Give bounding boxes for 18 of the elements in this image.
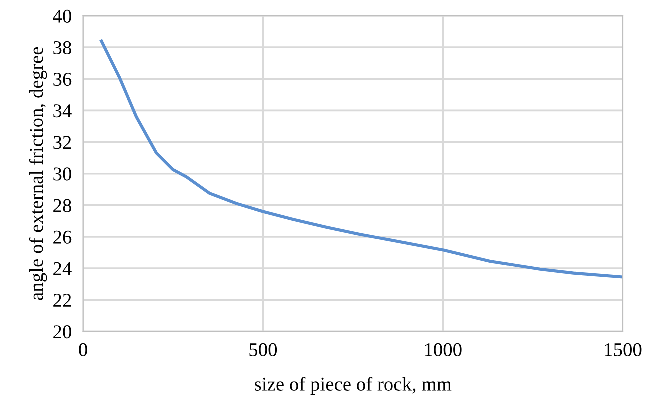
x-tick-label: 500: [250, 343, 278, 356]
y-tick-label: 32: [54, 136, 72, 150]
line-series: [100, 40, 623, 279]
x-tick-label: 1000: [425, 343, 462, 356]
y-axis-title: angle of external friction, degree: [29, 47, 48, 300]
y-tick-label: 22: [54, 294, 72, 307]
y-tick-label: 34: [54, 104, 72, 118]
x-tick-label: 1500: [605, 343, 642, 356]
y-tick-label: 20: [54, 326, 72, 339]
y-tick-label: 36: [54, 73, 72, 86]
y-tick-label: 24: [54, 262, 72, 276]
y-tick-label: 40: [53, 10, 72, 23]
y-tick-label: 38: [54, 41, 72, 55]
x-axis-title: size of piece of rock, mm: [255, 377, 452, 395]
y-tick-label: 26: [54, 230, 72, 244]
y-tick-label: 30: [54, 168, 72, 181]
x-tick-label: 0: [79, 343, 88, 356]
y-tick-label: 28: [54, 199, 72, 212]
